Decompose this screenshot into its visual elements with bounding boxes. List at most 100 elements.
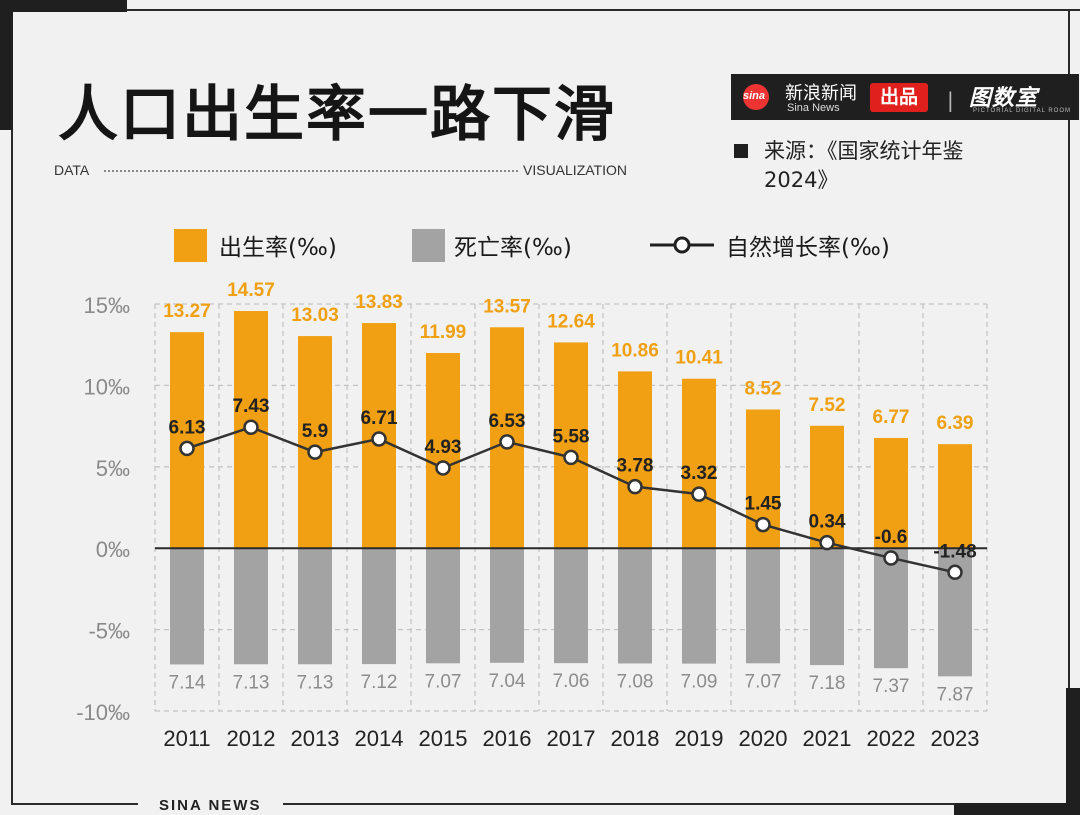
death-value-label: 7.13 [297, 672, 334, 693]
sina-logo-icon [743, 84, 769, 110]
death-value-label: 7.18 [809, 673, 846, 694]
death-value-label: 7.87 [937, 684, 974, 705]
birth-bar [810, 425, 844, 549]
x-tick-label: 2023 [931, 726, 980, 751]
frame-line-right [1068, 9, 1070, 689]
x-tick-label: 2013 [291, 726, 340, 751]
growth-value-label: 7.43 [233, 396, 270, 417]
source-marker-icon [734, 144, 748, 158]
growth-point [947, 564, 963, 581]
x-tick-label: 2017 [547, 726, 596, 751]
birth-value-label: 10.41 [675, 348, 723, 369]
growth-point [691, 486, 707, 502]
footer-brand: SINA NEWS [159, 797, 262, 814]
birth-value-label: 6.77 [873, 407, 910, 428]
death-value-label: 7.04 [489, 671, 526, 692]
frame-corner-top-left-v [0, 0, 13, 130]
growth-value-label: 3.32 [681, 463, 718, 484]
birth-value-label: 10.86 [611, 340, 659, 361]
frame-line-top [127, 9, 1080, 11]
growth-point [243, 419, 259, 435]
subtitle-data: DATA [54, 162, 90, 178]
frame-line-left [11, 130, 13, 805]
x-tick-label: 2016 [483, 726, 532, 751]
chart-legend: 出生率(‰) 死亡率(‰) 自然增长率(‰) [0, 226, 1080, 266]
death-value-label: 7.07 [745, 671, 782, 692]
growth-value-label: 4.93 [425, 437, 462, 458]
growth-point [307, 444, 323, 460]
death-bar [490, 548, 524, 663]
death-value-label: 7.13 [233, 672, 270, 693]
legend-death-label: 死亡率(‰) [454, 235, 572, 261]
y-tick-label: 10‰ [84, 374, 130, 399]
growth-point [819, 534, 835, 551]
birth-bar [618, 371, 652, 549]
growth-value-label: -1.48 [933, 541, 976, 562]
sina-logo-text: sina [743, 90, 766, 102]
death-value-label: 7.12 [361, 672, 398, 693]
legend-growth-marker [650, 236, 714, 254]
growth-point [179, 440, 195, 457]
x-tick-label: 2021 [803, 726, 852, 751]
death-value-label: 7.37 [873, 676, 910, 697]
brand-separator: | [947, 88, 954, 112]
studio-logo-en: PICTORIAL DIGITAL ROOM [973, 108, 1072, 114]
subtitle-divider [104, 170, 518, 172]
y-tick-label: -10‰ [76, 700, 130, 725]
source-text: 来源：《国家统计年鉴2024》 [764, 139, 964, 192]
death-bar [234, 548, 268, 665]
x-tick-label: 2014 [355, 726, 404, 751]
x-tick-label: 2020 [739, 726, 788, 751]
legend-death-swatch [412, 229, 445, 262]
death-bar [426, 548, 460, 664]
page-title: 人口出生率一路下滑 [58, 80, 616, 150]
birth-value-label: 12.64 [547, 311, 595, 332]
death-bar [170, 548, 204, 665]
frame-line-bottom-right [283, 803, 955, 805]
birth-value-label: 13.57 [483, 296, 531, 317]
growth-point [499, 434, 515, 450]
death-value-label: 7.08 [617, 671, 654, 692]
death-bar [746, 548, 780, 664]
x-tick-label: 2015 [419, 726, 468, 751]
birth-value-label: 7.52 [809, 395, 846, 416]
subtitle-visualization: VISUALIZATION [523, 162, 627, 178]
birth-bar [682, 378, 716, 549]
death-bar [682, 548, 716, 664]
brand-name-en: Sina News [787, 102, 840, 114]
growth-value-label: -0.6 [875, 527, 908, 548]
y-tick-label: -5‰ [88, 619, 130, 644]
birth-bar [170, 332, 204, 549]
x-tick-label: 2012 [227, 726, 276, 751]
death-value-label: 7.09 [681, 672, 718, 693]
legend-birth-label: 出生率(‰) [219, 235, 337, 261]
growth-value-label: 5.58 [553, 426, 590, 447]
birth-bar [874, 437, 908, 549]
birth-bar [554, 342, 588, 549]
y-tick-label: 0‰ [96, 537, 130, 562]
growth-point [563, 449, 579, 466]
y-tick-label: 15‰ [84, 293, 130, 318]
growth-value-label: 0.34 [809, 512, 846, 533]
growth-point [627, 478, 643, 495]
growth-point [371, 431, 387, 447]
y-tick-label: 5‰ [96, 456, 130, 481]
death-value-label: 7.07 [425, 671, 462, 692]
growth-value-label: 6.13 [169, 417, 206, 438]
birth-value-label: 13.27 [163, 301, 211, 322]
growth-value-label: 5.9 [302, 421, 328, 442]
birth-value-label: 14.57 [227, 280, 275, 301]
birth-bar [298, 336, 332, 549]
birth-bar [938, 444, 972, 549]
studio-logo: 图数室 [969, 86, 1039, 111]
death-value-label: 7.06 [553, 671, 590, 692]
growth-value-label: 6.53 [489, 411, 526, 432]
frame-corner-bottom-right [1066, 688, 1080, 815]
death-bar [362, 548, 396, 665]
x-tick-label: 2011 [163, 726, 210, 751]
frame-corner-top-left [0, 0, 127, 12]
death-bar [810, 548, 844, 666]
frame-line-bottom-left [11, 803, 138, 805]
death-bar [298, 548, 332, 665]
